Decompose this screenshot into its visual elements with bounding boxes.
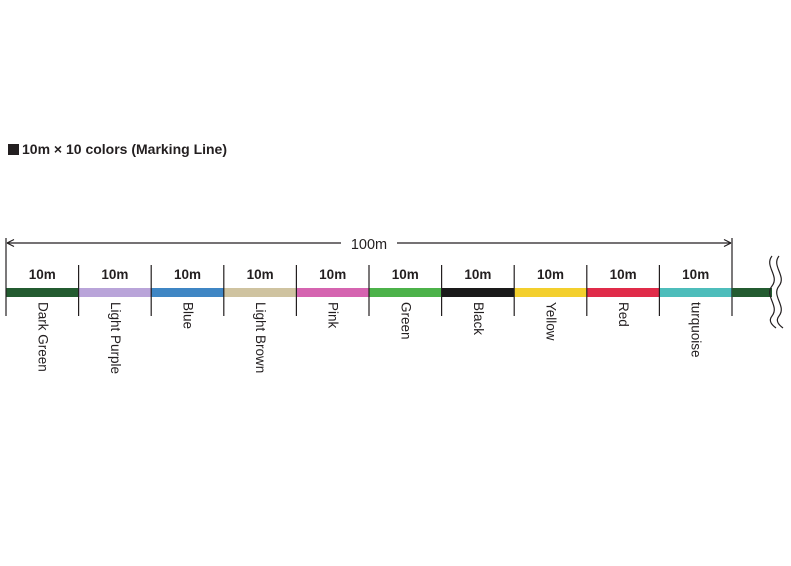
total-length-label: 100m <box>351 237 387 253</box>
color-segments: 10m Dark Green 10m Light Purple 10m Blue 10m Li… <box>5 238 733 374</box>
color-name-label: turquoise <box>689 302 704 358</box>
segment-red <box>586 288 660 297</box>
segment-yellow <box>514 288 588 297</box>
square-bullet-icon <box>8 143 19 155</box>
segment-light-brown <box>223 288 297 297</box>
continuation-segment <box>732 288 772 297</box>
segment-turquoise <box>659 288 733 297</box>
color-name-label: Blue <box>181 302 196 329</box>
heading-text: 10m × 10 colors (Marking Line) <box>22 141 228 157</box>
arrow-right-icon <box>723 238 732 248</box>
line-break-icon <box>769 255 777 329</box>
segment-length-label: 10m <box>610 267 637 282</box>
diagram-heading: 10m × 10 colors (Marking Line) <box>8 141 227 157</box>
color-name-label: Green <box>398 302 413 340</box>
color-name-label: Red <box>616 302 631 327</box>
color-name-label: Light Purple <box>108 302 123 374</box>
segment-blue <box>151 288 225 297</box>
color-name-label: Black <box>471 302 486 335</box>
segment-length-label: 10m <box>464 267 491 282</box>
segment-black <box>441 288 515 297</box>
segment-length-label: 10m <box>682 267 709 282</box>
segment-green <box>369 288 443 297</box>
color-name-label: Yellow <box>544 302 559 341</box>
segment-dark-green <box>6 288 80 297</box>
segment-light-purple <box>78 288 152 297</box>
segment-length-label: 10m <box>392 267 419 282</box>
segment-length-label: 10m <box>101 267 128 282</box>
segment-length-label: 10m <box>319 267 346 282</box>
color-name-label: Dark Green <box>35 302 50 372</box>
line-break-icon-2 <box>776 255 784 329</box>
segment-pink <box>296 288 370 297</box>
segment-length-label: 10m <box>537 267 564 282</box>
color-name-label: Pink <box>326 302 341 329</box>
segment-length-label: 10m <box>247 267 274 282</box>
color-name-label: Light Brown <box>253 302 268 373</box>
arrow-left-icon <box>6 238 15 248</box>
segment-length-label: 10m <box>174 267 201 282</box>
segment-length-label: 10m <box>29 267 56 282</box>
